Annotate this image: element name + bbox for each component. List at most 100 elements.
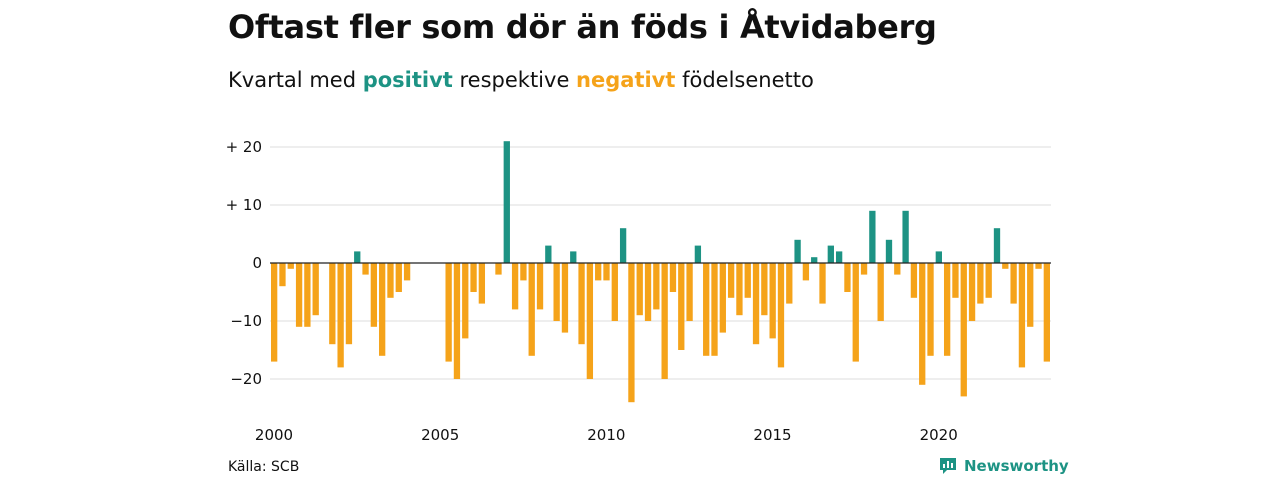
bar — [470, 263, 476, 292]
bar — [346, 263, 352, 344]
bar — [404, 263, 410, 280]
bar — [728, 263, 734, 298]
bar — [670, 263, 676, 292]
bar — [562, 263, 568, 333]
bar — [1019, 263, 1025, 367]
bar — [819, 263, 825, 304]
bar — [844, 263, 850, 292]
bar — [977, 263, 983, 304]
bar — [637, 263, 643, 315]
bar — [371, 263, 377, 327]
bar — [603, 263, 609, 280]
bar — [313, 263, 319, 315]
bar — [695, 246, 701, 263]
bar — [1002, 263, 1008, 269]
bar — [570, 251, 576, 263]
bar — [969, 263, 975, 321]
bar — [886, 240, 892, 263]
bar — [811, 257, 817, 263]
bar — [1044, 263, 1050, 362]
bar — [612, 263, 618, 321]
bar — [994, 228, 1000, 263]
bar — [553, 263, 559, 321]
bar — [911, 263, 917, 298]
bar — [961, 263, 967, 396]
bar — [479, 263, 485, 304]
bar — [711, 263, 717, 356]
bar — [545, 246, 551, 263]
y-tick-label: 0 — [252, 254, 262, 272]
bar — [662, 263, 668, 379]
bar — [794, 240, 800, 263]
y-tick-label: −20 — [230, 370, 262, 388]
newsworthy-logo: Newsworthy — [938, 456, 1069, 476]
bar — [902, 211, 908, 263]
bar — [770, 263, 776, 338]
bar — [736, 263, 742, 315]
bar — [745, 263, 751, 298]
bars — [271, 141, 1050, 402]
x-tick-label: 2000 — [255, 426, 293, 444]
bar — [853, 263, 859, 362]
bar — [944, 263, 950, 356]
bar — [379, 263, 385, 356]
bar — [354, 251, 360, 263]
bar — [678, 263, 684, 350]
bar — [396, 263, 402, 292]
bar — [936, 251, 942, 263]
y-tick-label: + 10 — [226, 196, 262, 214]
bar — [279, 263, 285, 286]
y-tick-label: + 20 — [226, 138, 262, 156]
bar — [803, 263, 809, 280]
bar — [520, 263, 526, 280]
bar — [952, 263, 958, 298]
bar — [1010, 263, 1016, 304]
source-note: Källa: SCB — [228, 459, 299, 475]
bar — [1027, 263, 1033, 327]
bar — [288, 263, 294, 269]
bar — [894, 263, 900, 275]
bar — [512, 263, 518, 309]
x-tick-label: 2010 — [587, 426, 625, 444]
bar — [778, 263, 784, 367]
bar — [329, 263, 335, 344]
bar — [645, 263, 651, 321]
bar-chart: + 20+ 100−10−20 2000 2005 2010 2015 2020 — [0, 0, 1280, 480]
bar — [271, 263, 277, 362]
bar — [919, 263, 925, 385]
x-tick-label: 2015 — [753, 426, 791, 444]
bar — [927, 263, 933, 356]
x-axis-labels: 2000 2005 2010 2015 2020 — [255, 426, 958, 444]
bar — [495, 263, 501, 275]
x-tick-label: 2020 — [920, 426, 958, 444]
bar — [595, 263, 601, 280]
bar — [587, 263, 593, 379]
bar — [828, 246, 834, 263]
bar — [878, 263, 884, 321]
newsworthy-logo-icon — [938, 456, 958, 476]
bar — [454, 263, 460, 379]
bar — [761, 263, 767, 315]
bar — [445, 263, 451, 362]
y-axis-labels: + 20 + 10 0 −10 −20 — [226, 138, 262, 388]
bar — [753, 263, 759, 344]
bar — [504, 141, 510, 263]
bar — [620, 228, 626, 263]
bar — [362, 263, 368, 275]
bar — [529, 263, 535, 356]
bar — [337, 263, 343, 367]
newsworthy-logo-text: Newsworthy — [964, 457, 1069, 475]
bar — [836, 251, 842, 263]
bar — [861, 263, 867, 275]
bar — [986, 263, 992, 298]
bar — [537, 263, 543, 309]
bar — [304, 263, 310, 327]
bar — [296, 263, 302, 327]
bar — [462, 263, 468, 338]
y-tick-label: −10 — [230, 312, 262, 330]
bar — [703, 263, 709, 356]
bar — [387, 263, 393, 298]
bar — [653, 263, 659, 309]
bar — [628, 263, 634, 402]
bar — [1035, 263, 1041, 269]
